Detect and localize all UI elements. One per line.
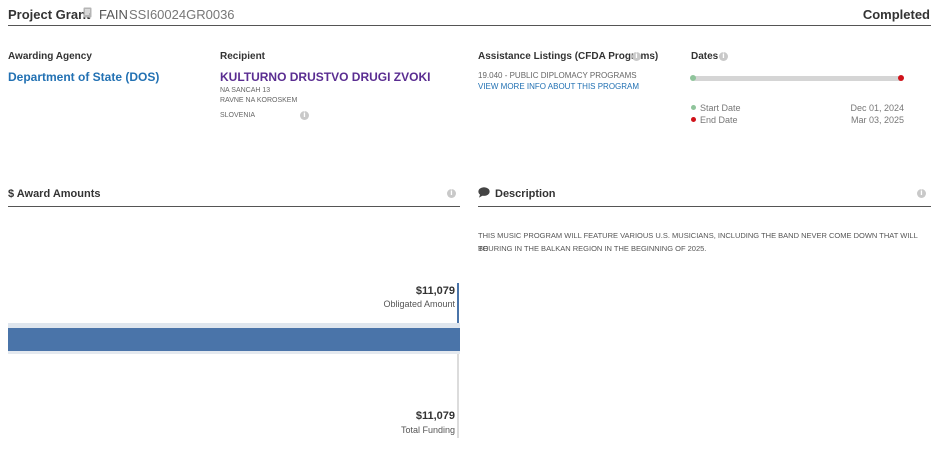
obligated-amount-label: Obligated Amount [383,299,455,309]
awarding-agency-label: Awarding Agency [8,51,92,62]
end-date-marker [898,75,904,81]
end-date-value: Mar 03, 2025 [850,115,904,125]
header-divider [8,25,931,26]
total-funding-value: $11,079 [415,410,455,422]
start-date-legend-dot [691,105,696,110]
comment-icon [478,187,490,198]
obligated-amount-bar[interactable] [8,328,460,351]
awarding-agency-link[interactable]: Department of State (DOS) [8,70,160,84]
end-date-label: End Date [700,115,738,125]
recipient-address-line1: NA SANCAH 13 [220,87,271,94]
info-icon[interactable]: i [300,111,309,120]
cfda-more-info-link[interactable]: VIEW MORE INFO ABOUT THIS PROGRAM [478,82,640,91]
cfda-label: Assistance Listings (CFDA Programs) [478,51,659,62]
start-date-label: Start Date [700,103,741,113]
award-type-title: Project Grant [8,7,91,22]
total-funding-marker-line [457,354,459,438]
info-icon[interactable]: i [632,52,641,61]
description-divider [478,206,931,207]
document-icon [83,7,92,18]
fain-label: FAIN [99,7,128,22]
total-funding-label: Total Funding [400,425,455,435]
recipient-country: SLOVENIA [220,112,256,119]
award-amounts-divider [8,206,460,207]
recipient-address-line2: RAVNE NA KOROSKEM [220,97,298,104]
obligated-marker-line [457,283,459,351]
recipient-link[interactable]: KULTURNO DRUSTVO DRUGI ZVOKI [220,70,431,84]
recipient-label: Recipient [220,51,266,62]
start-date-marker [690,75,696,81]
dates-timeline-bar [693,76,902,81]
status-badge: Completed [862,7,930,22]
end-date-legend-dot [691,117,696,122]
total-funding-track [8,323,460,328]
start-date-value: Dec 01, 2024 [850,103,904,113]
award-amounts-title: $ Award Amounts [8,188,101,200]
obligated-amount-value: $11,079 [415,285,455,297]
info-icon[interactable]: i [447,189,456,198]
info-icon[interactable]: i [719,52,728,61]
fain-value: SSI60024GR0036 [129,7,235,22]
description-title: Description [495,188,556,200]
cfda-program: 19.040 - PUBLIC DIPLOMACY PROGRAMS [478,71,637,80]
dates-label: Dates [691,51,719,62]
description-line-2: TOURING IN THE BALKAN REGION IN THE BEGI… [478,244,707,253]
description-line-1: THIS MUSIC PROGRAM WILL FEATURE VARIOUS … [478,231,918,253]
bar-shadow [8,351,460,354]
info-icon[interactable]: i [917,189,926,198]
